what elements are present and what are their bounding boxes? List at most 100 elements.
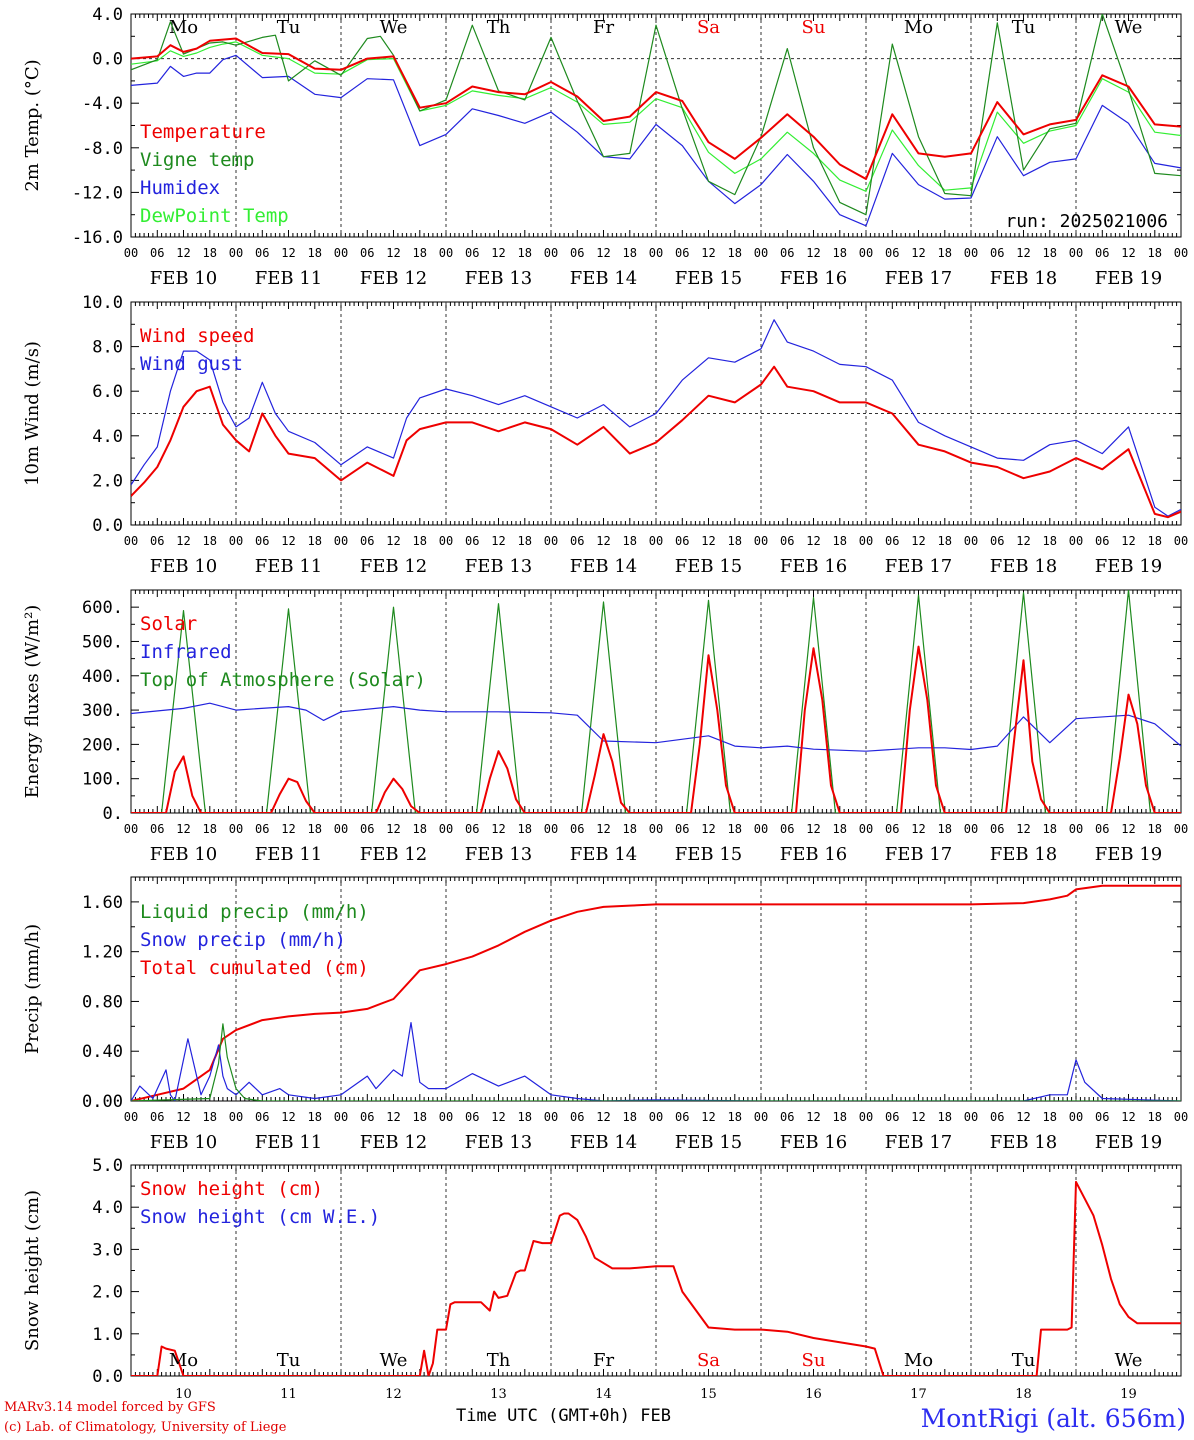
date-label: FEB 10	[150, 844, 217, 865]
hour-label: 00	[964, 822, 978, 836]
hour-label: 12	[1016, 822, 1030, 836]
hour-label: 18	[938, 246, 952, 260]
hour-label: 18	[833, 534, 847, 548]
date-label: FEB 17	[885, 268, 952, 289]
hour-label: 12	[491, 1110, 505, 1124]
hour-label: 06	[990, 246, 1004, 260]
weekday-label: Mo	[169, 17, 198, 38]
legend-entry: Snow precip (mm/h)	[140, 929, 346, 951]
hour-label: 12	[806, 822, 820, 836]
hour-label: 18	[518, 822, 532, 836]
panel-2: 10.0 8.0 6.0 4.0 2.0 0.0 10m Wind (m/s) Wind sp…	[22, 293, 1188, 577]
day-number: 11	[280, 1387, 297, 1402]
hour-label: 18	[1148, 822, 1162, 836]
hour-label: 12	[491, 534, 505, 548]
day-number: 19	[1120, 1387, 1137, 1402]
hour-label: 06	[360, 534, 374, 548]
legend-entry: Top of Atmosphere (Solar)	[140, 669, 426, 691]
y-tick-label: 10.0	[82, 293, 123, 313]
y-tick-label: 4.0	[92, 1198, 123, 1218]
hour-label: 12	[491, 246, 505, 260]
y-tick-label: 400.	[82, 667, 123, 687]
hour-label: 06	[1095, 822, 1109, 836]
y-tick-label: 0.80	[82, 992, 123, 1012]
hour-label: 00	[649, 246, 663, 260]
date-label: FEB 14	[570, 556, 637, 577]
hour-label: 12	[596, 246, 610, 260]
hour-label: 12	[596, 822, 610, 836]
series-line-total-cumulated-cm	[131, 884, 1181, 1101]
hour-label: 06	[675, 822, 689, 836]
series-line-top-of-atmosphere-solar	[131, 590, 1181, 813]
date-label: FEB 11	[255, 268, 322, 289]
date-label: FEB 19	[1095, 268, 1162, 289]
hour-label: 06	[570, 534, 584, 548]
date-label: FEB 11	[255, 556, 322, 577]
hour-label: 06	[990, 822, 1004, 836]
panel-4: 1.60 1.20 0.80 0.40 0.00 Precip (mm/h) Liquid …	[22, 876, 1188, 1153]
hour-label: 00	[334, 246, 348, 260]
hour-label: 12	[176, 534, 190, 548]
hour-label: 00	[124, 246, 138, 260]
y-tick-label: 0.0	[92, 50, 123, 70]
hour-label: 12	[386, 822, 400, 836]
hour-label: 06	[570, 246, 584, 260]
hour-label: 18	[833, 822, 847, 836]
hour-label: 00	[544, 1110, 558, 1124]
y-tick-label: 0.40	[82, 1042, 123, 1062]
panel-frame	[130, 13, 1182, 238]
hour-label: 18	[413, 822, 427, 836]
hour-label: 00	[1174, 534, 1188, 548]
y-tick-label: -16.0	[72, 228, 123, 248]
hour-label: 18	[308, 246, 322, 260]
weekday-label: Tu	[277, 1350, 301, 1371]
hour-label: 06	[150, 534, 164, 548]
hour-label: 12	[386, 534, 400, 548]
weekday-label: Fr	[593, 1350, 614, 1371]
series-line-snow-height-cm	[131, 1180, 1181, 1376]
y-axis-label: Snow height (cm)	[22, 1190, 43, 1351]
hour-label: 00	[1069, 534, 1083, 548]
hour-label: 12	[701, 246, 715, 260]
hour-label: 00	[964, 246, 978, 260]
day-number: 16	[805, 1387, 822, 1402]
panel-3: 600. 500. 400. 300. 200. 100. 0. Energy fluxes …	[22, 589, 1188, 865]
hour-label: 12	[701, 1110, 715, 1124]
hour-label: 00	[1069, 1110, 1083, 1124]
weekday-label: We	[380, 17, 408, 38]
date-label: FEB 13	[465, 1132, 532, 1153]
date-label: FEB 13	[465, 268, 532, 289]
hour-label: 00	[649, 1110, 663, 1124]
x-axis-title: Time UTC (GMT+0h) FEB	[456, 1406, 671, 1426]
hour-label: 06	[360, 1110, 374, 1124]
hour-label: 06	[1095, 246, 1109, 260]
date-label: FEB 17	[885, 1132, 952, 1153]
hour-label: 18	[938, 1110, 952, 1124]
hour-label: 06	[255, 534, 269, 548]
date-label: FEB 15	[675, 1132, 742, 1153]
hour-label: 18	[518, 246, 532, 260]
hour-label: 18	[833, 246, 847, 260]
hour-label: 06	[570, 822, 584, 836]
y-tick-label: 2.0	[92, 471, 123, 491]
hour-label: 12	[176, 822, 190, 836]
y-axis-label: 2m Temp. (°C)	[22, 59, 43, 191]
hour-label: 06	[150, 246, 164, 260]
hour-label: 06	[255, 1110, 269, 1124]
date-label: FEB 16	[780, 556, 847, 577]
hour-label: 00	[859, 534, 873, 548]
date-label: FEB 12	[360, 844, 427, 865]
y-tick-label: 1.60	[82, 893, 123, 913]
hour-label: 18	[728, 822, 742, 836]
hour-label: 18	[1043, 246, 1057, 260]
day-number: 17	[910, 1387, 927, 1402]
y-tick-label: 0.0	[92, 1367, 123, 1387]
hour-label: 06	[780, 534, 794, 548]
hour-label: 00	[229, 822, 243, 836]
y-tick-label: 6.0	[92, 382, 123, 402]
hour-label: 18	[308, 1110, 322, 1124]
series-line-wind-gust	[131, 319, 1181, 517]
date-label: FEB 18	[990, 1132, 1057, 1153]
hour-label: 12	[911, 534, 925, 548]
credit-line-2: (c) Lab. of Climatology, University of L…	[4, 1420, 287, 1435]
